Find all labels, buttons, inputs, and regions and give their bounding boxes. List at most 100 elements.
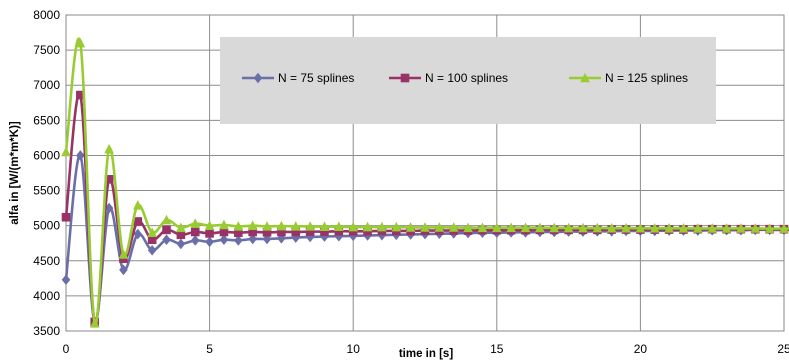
series-line <box>64 92 789 324</box>
data-point-triangle <box>506 222 516 233</box>
y-tick-label: 6500 <box>33 113 60 127</box>
data-point-triangle <box>405 222 416 232</box>
data-point-square <box>104 175 114 184</box>
data-point-diamond <box>205 236 214 248</box>
data-point-square <box>176 230 186 240</box>
data-point-diamond <box>133 228 143 240</box>
data-point-triangle <box>319 221 330 232</box>
data-point-triangle <box>549 222 560 233</box>
data-point-square <box>133 217 143 226</box>
data-point-diamond <box>176 238 186 250</box>
legend-entry: N = 125 splines <box>569 71 688 85</box>
series-line <box>64 154 789 324</box>
data-point-triangle <box>133 200 143 210</box>
data-point-triangle <box>75 37 86 48</box>
data-point-square <box>320 227 329 236</box>
y-axis-tick-labels: 3500 4000 4500 5000 5500 6000 6500 7000 7500 8000 <box>33 8 60 338</box>
data-point-square <box>219 227 229 237</box>
data-point-triangle <box>305 221 315 231</box>
data-point-triangle <box>219 219 229 230</box>
data-point-square <box>190 227 200 237</box>
data-point-triangle <box>190 218 201 228</box>
data-point-triangle <box>592 222 603 233</box>
data-point-triangle <box>520 222 531 233</box>
data-point-square <box>147 235 157 245</box>
data-point-triangle <box>118 249 129 259</box>
data-point-triangle <box>233 221 244 231</box>
x-tick-label: 10 <box>347 342 361 356</box>
y-tick-label: 5000 <box>33 219 60 233</box>
series-layer <box>61 37 789 328</box>
data-point-triangle <box>664 223 674 233</box>
data-point-diamond <box>248 233 257 245</box>
data-point-triangle <box>721 223 732 233</box>
data-point-triangle <box>104 143 114 154</box>
data-point-triangle <box>779 223 789 233</box>
data-point-square <box>61 212 71 222</box>
data-point-diamond <box>61 274 71 286</box>
data-point-triangle <box>348 221 358 232</box>
x-tick-label: 15 <box>490 342 504 356</box>
data-point-diamond <box>253 72 263 84</box>
x-tick-label: 0 <box>63 342 70 356</box>
data-point-triangle <box>448 222 459 232</box>
data-point-triangle <box>492 222 502 233</box>
data-point-diamond <box>334 230 344 242</box>
data-point-diamond <box>320 231 329 242</box>
y-tick-label: 4000 <box>33 289 60 303</box>
legend-label: N = 100 splines <box>425 71 508 85</box>
legend-entry: N = 75 splines <box>242 71 354 85</box>
legend: N = 75 splines N = 100 splines N = 125 spl… <box>220 37 716 124</box>
data-point-square <box>205 229 214 238</box>
y-axis-title: alfa in [W/(m*m*K)] <box>9 121 21 225</box>
data-point-square <box>248 227 257 237</box>
data-point-triangle <box>736 223 746 233</box>
data-point-triangle <box>463 222 473 233</box>
data-point-triangle <box>750 223 761 233</box>
data-point-square <box>234 228 243 237</box>
data-point-diamond <box>348 230 358 242</box>
data-point-triangle <box>391 221 402 232</box>
data-point-triangle <box>377 221 387 232</box>
data-point-diamond <box>234 235 243 246</box>
data-point-diamond <box>291 232 301 243</box>
x-tick-label: 5 <box>206 342 213 356</box>
y-tick-label: 7000 <box>33 78 60 92</box>
data-point-square <box>262 228 272 237</box>
data-point-triangle <box>635 222 646 233</box>
data-point-triangle <box>578 222 588 233</box>
data-point-triangle <box>764 223 775 233</box>
y-tick-label: 8000 <box>33 8 60 22</box>
x-tick-label: 20 <box>634 342 648 356</box>
data-point-triangle <box>290 221 301 231</box>
x-axis-tick-labels: 0 5 10 15 20 25 <box>63 342 789 356</box>
data-point-diamond <box>162 234 171 246</box>
data-point-triangle <box>247 220 258 230</box>
data-point-square <box>400 73 410 83</box>
data-point-triangle <box>477 222 488 233</box>
data-point-triangle <box>535 222 545 233</box>
data-point-triangle <box>89 317 100 328</box>
data-point-diamond <box>147 244 157 256</box>
y-tick-label: 7500 <box>33 43 60 57</box>
x-axis-title: time in [s] <box>399 348 453 360</box>
series-1 <box>61 150 789 328</box>
data-point-triangle <box>563 222 574 233</box>
data-point-triangle <box>707 223 717 233</box>
data-point-diamond <box>119 264 128 276</box>
data-point-diamond <box>219 234 229 246</box>
y-tick-label: 3500 <box>33 324 60 338</box>
series-3 <box>61 37 789 328</box>
legend-box <box>220 37 716 124</box>
data-point-diamond <box>190 235 200 246</box>
data-point-triangle <box>262 221 272 231</box>
data-point-diamond <box>76 150 85 161</box>
y-tick-label: 5500 <box>33 184 60 198</box>
data-point-triangle <box>580 72 590 83</box>
data-point-triangle <box>161 214 172 225</box>
data-point-square <box>76 90 85 100</box>
data-point-square <box>305 227 315 236</box>
data-point-diamond <box>262 233 272 245</box>
data-point-square <box>162 225 171 235</box>
